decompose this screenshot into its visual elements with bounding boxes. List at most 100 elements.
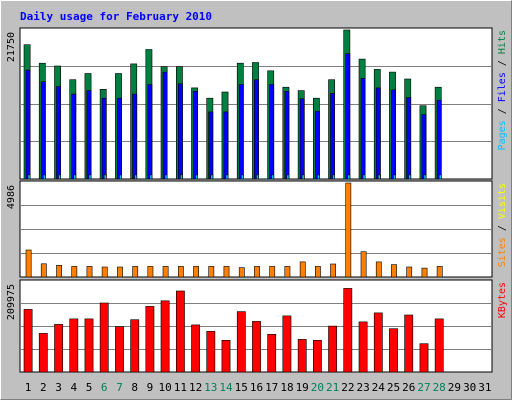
bar-kbytes-day-22 [343, 288, 353, 373]
bar-kbytes-day-19 [297, 339, 307, 373]
bar-files-day-14 [223, 111, 229, 180]
bar-files-day-18 [284, 91, 290, 180]
day-label-8: 8 [131, 381, 138, 394]
bar-pages-day-28 [438, 174, 442, 180]
panel-bot-legend: KBytes [497, 282, 508, 318]
bar-sites-day-1 [25, 249, 32, 278]
bar-files-day-7 [117, 97, 122, 180]
bar-kbytes-day-2 [38, 333, 48, 373]
bar-files-day-8 [132, 93, 138, 180]
bar-pages-day-13 [210, 174, 214, 180]
bar-sites-day-10 [162, 266, 169, 278]
bar-sites-day-9 [147, 266, 154, 278]
bar-kbytes-day-27 [419, 343, 429, 373]
panel-mid: 4986 Sites / Visits [6, 180, 508, 278]
bar-sites-day-25 [391, 264, 397, 278]
day-label-4: 4 [70, 381, 77, 394]
day-label-22: 22 [341, 381, 354, 394]
bar-files-day-17 [269, 84, 275, 180]
panel-bot-max-label: 209975 [6, 284, 17, 320]
bar-sites-day-24 [375, 261, 382, 278]
day-label-19: 19 [296, 381, 309, 394]
bar-kbytes-day-1 [23, 309, 33, 373]
bar-pages-day-11 [180, 174, 183, 180]
bar-sites-day-15 [238, 267, 245, 278]
panel-mid-max-label: 4986 [6, 185, 17, 209]
bar-kbytes-day-20 [312, 339, 322, 373]
bar-kbytes-day-10 [160, 300, 170, 373]
panel-top-max-label: 21750 [6, 32, 17, 62]
bar-files-day-28 [436, 99, 442, 180]
panels-layer: 21750 Pages / Files / Hits 4986 Sites / Vis… [6, 27, 508, 373]
day-label-27: 27 [417, 381, 430, 394]
bar-sites-day-16 [254, 266, 260, 278]
bar-pages-day-6 [103, 174, 107, 180]
bar-kbytes-day-18 [282, 315, 292, 373]
legend-part: / [497, 219, 508, 237]
bar-pages-day-25 [393, 174, 396, 180]
bar-kbytes-day-23 [358, 321, 368, 373]
bar-pages-day-1 [27, 174, 31, 180]
bar-pages-day-27 [423, 174, 427, 180]
bar-pages-day-20 [316, 174, 320, 180]
bar-kbytes-day-28 [434, 318, 444, 373]
bar-sites-day-14 [223, 266, 230, 278]
day-label-1: 1 [25, 381, 32, 394]
bar-sites-day-21 [330, 263, 336, 278]
bar-sites-day-20 [314, 266, 321, 278]
bar-kbytes-day-4 [69, 318, 79, 373]
day-label-15: 15 [235, 381, 248, 394]
day-label-3: 3 [55, 381, 62, 394]
bar-files-day-12 [193, 91, 198, 180]
day-label-14: 14 [219, 381, 233, 394]
bar-pages-day-12 [195, 174, 199, 180]
bar-files-day-11 [178, 83, 183, 180]
day-label-17: 17 [265, 381, 278, 394]
bar-files-day-3 [56, 86, 61, 180]
bar-kbytes-day-5 [84, 318, 94, 373]
bar-sites-day-8 [132, 266, 139, 278]
bar-files-day-10 [162, 71, 168, 180]
panel-bot: 209975 KBytes [6, 279, 508, 373]
day-label-13: 13 [204, 381, 217, 394]
day-label-6: 6 [101, 381, 108, 394]
bar-kbytes-day-8 [130, 319, 140, 373]
day-label-21: 21 [326, 381, 339, 394]
bar-files-day-26 [406, 97, 412, 180]
bar-kbytes-day-26 [404, 314, 414, 373]
bar-pages-day-8 [134, 174, 138, 180]
bar-kbytes-day-12 [191, 324, 200, 373]
chart-title: Daily usage for February 2010 [20, 10, 212, 23]
legend-part: Hits [497, 30, 508, 54]
panel-mid-legend: Sites / Visits [497, 183, 508, 267]
bar-sites-day-22 [345, 182, 352, 278]
bar-files-day-23 [360, 78, 366, 180]
bar-kbytes-day-7 [115, 326, 124, 373]
legend-part: Sites [497, 237, 508, 267]
bar-pages-day-19 [301, 174, 305, 180]
bar-kbytes-day-11 [176, 290, 185, 373]
bar-kbytes-day-24 [373, 312, 383, 373]
bar-sites-day-26 [406, 266, 413, 278]
legend-part: KBytes [497, 282, 508, 318]
bar-pages-day-16 [256, 174, 259, 180]
bar-pages-day-5 [88, 174, 92, 180]
bar-files-day-1 [25, 69, 31, 180]
day-label-16: 16 [250, 381, 263, 394]
bar-pages-day-9 [149, 174, 153, 180]
bar-files-day-24 [375, 87, 381, 180]
bar-files-day-27 [421, 114, 427, 180]
bar-files-day-13 [208, 111, 214, 180]
day-label-24: 24 [372, 381, 386, 394]
bar-pages-day-14 [225, 174, 229, 180]
bar-sites-day-5 [86, 266, 93, 278]
bar-files-day-22 [345, 53, 351, 180]
bar-pages-day-10 [164, 174, 168, 180]
bar-pages-day-22 [347, 174, 351, 180]
bar-kbytes-day-6 [99, 302, 109, 373]
bar-files-day-19 [299, 98, 305, 180]
bar-sites-day-2 [40, 263, 47, 278]
legend-part: / [497, 102, 508, 120]
bar-files-day-4 [71, 93, 77, 180]
